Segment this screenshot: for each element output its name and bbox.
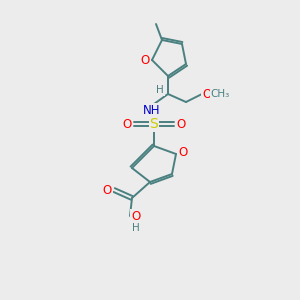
Text: S: S xyxy=(150,117,158,131)
Text: O: O xyxy=(102,184,112,196)
Text: CH₃: CH₃ xyxy=(210,89,230,99)
Text: O: O xyxy=(122,118,132,130)
Text: H: H xyxy=(156,85,164,95)
Text: O: O xyxy=(176,118,186,130)
Text: O: O xyxy=(140,53,150,67)
Text: NH: NH xyxy=(143,103,161,116)
Text: O: O xyxy=(131,209,141,223)
Text: O: O xyxy=(202,88,211,100)
Text: H: H xyxy=(132,223,140,233)
Text: O: O xyxy=(178,146,188,158)
